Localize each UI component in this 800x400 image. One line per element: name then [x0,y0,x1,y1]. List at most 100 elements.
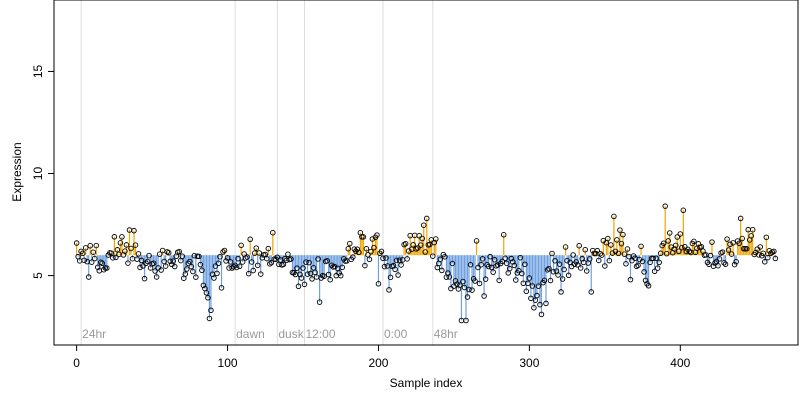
data-point [153,274,160,280]
data-point [618,240,625,247]
data-point [258,271,264,277]
data-point [449,260,456,267]
data-point [662,203,668,209]
data-point [171,263,178,270]
data-point [188,263,195,270]
data-point [167,258,173,265]
data-point [239,259,246,265]
data-point [179,253,186,260]
data-point [138,257,145,264]
data-point [546,265,552,272]
data-point [748,233,754,239]
data-point [393,257,400,264]
data-point [657,250,664,257]
data-point [737,215,744,222]
x-axis-title: Sample index [390,376,463,390]
data-point [152,268,158,274]
data-point [461,284,468,291]
stems [76,206,776,321]
data-point [99,260,106,267]
data-point [528,295,534,302]
data-point [298,275,305,281]
data-point [771,248,777,255]
x-tick-label: 400 [670,356,690,370]
data-point [128,245,134,252]
data-point [221,247,228,254]
data-point [274,254,281,260]
data-point [611,213,617,220]
phase-label: dawn [236,327,265,341]
data-point [197,261,204,268]
data-point [507,265,513,272]
data-point [211,275,217,281]
data-point [469,287,475,293]
data-point [345,245,352,252]
data-point [491,257,498,263]
data-point [473,238,480,244]
data-point [599,252,605,258]
phase-label: 0:00 [384,327,408,341]
data-point [238,242,244,249]
data-point [309,276,315,282]
data-point [529,283,536,289]
data-point [663,250,670,257]
phase-labels: 24hr dawn dusk 12:00 0:00 48hr [82,327,458,341]
data-point [404,256,410,262]
phase-label: 24hr [82,327,106,341]
data-point [416,233,422,239]
plot-frame [53,0,799,346]
data-point [316,299,323,305]
data-point [654,265,661,271]
data-point [556,261,563,267]
data-point [583,268,590,274]
data-point [526,275,533,281]
data-point [757,244,764,250]
data-point [144,258,151,265]
data-point [588,289,594,295]
data-point [614,237,620,243]
data-point [321,273,327,279]
data-point [215,260,222,267]
data-point [707,252,714,259]
data-point [503,260,510,267]
data-point [730,240,736,246]
data-point [295,283,302,290]
data-point [91,255,98,262]
data-point [680,207,687,214]
data-point [200,282,207,289]
data-point [722,261,729,267]
data-point [368,248,374,255]
data-point [386,287,392,293]
data-point [354,246,361,252]
data-point [264,255,270,262]
data-point [665,238,671,244]
data-point [312,269,318,276]
data-point [446,274,453,280]
data-point [82,245,89,251]
data-point [577,265,584,271]
data-point [762,259,768,265]
data-point [417,242,424,248]
data-point [371,244,377,251]
phase-lines [80,0,434,345]
data-point [122,248,128,254]
data-point [731,261,738,268]
data-point [460,278,466,285]
data-point [125,260,131,266]
data-point [288,256,294,262]
data-point [437,256,444,262]
data-point [383,255,389,261]
data-point [719,249,726,255]
data-point [679,244,685,251]
data-point [233,264,240,271]
data-point [137,264,143,271]
data-point [499,258,505,265]
data-point [573,259,579,265]
data-point [230,263,237,270]
data-point [559,276,566,282]
data-point [244,254,250,260]
data-point [516,267,522,274]
data-point [141,275,148,282]
data-point [608,242,614,248]
